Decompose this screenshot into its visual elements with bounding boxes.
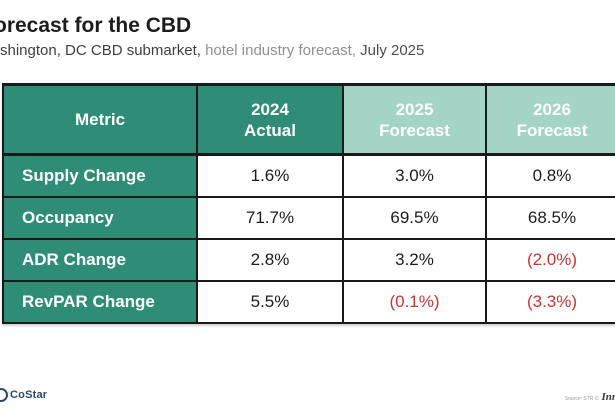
value-cell: 2.8% (198, 240, 344, 282)
value-cell: 3.0% (344, 156, 487, 198)
metric-label-cell: Supply Change (4, 156, 198, 198)
table-body: Supply Change 1.6% 3.0% 0.8% Occupancy 71.7% 6… (4, 156, 615, 324)
metric-label-cell: RevPAR Change (4, 282, 198, 324)
value-cell: 71.7% (198, 198, 344, 240)
value-cell: (3.3%) (487, 282, 615, 324)
page-subtitle: shington, DC CBD submarket, hotel indust… (0, 42, 424, 59)
column-header-cell: 2026 Forecast (487, 86, 615, 156)
subtitle-market: shington, DC CBD submarket, (0, 42, 206, 59)
metric-label-cell: Occupancy (4, 198, 198, 240)
value-cell: (2.0%) (487, 240, 615, 282)
value-cell: (0.1%) (344, 282, 487, 324)
costar-logo-text: CoStar (10, 389, 48, 401)
source-attribution: Source: STR © Inn (565, 391, 615, 403)
value-cell: 69.5% (344, 198, 487, 240)
metric-label-cell: ADR Change (4, 240, 198, 282)
table-row: ADR Change 2.8% 3.2% (2.0%) (4, 240, 615, 282)
table-row: Occupancy 71.7% 69.5% 68.5% (4, 198, 615, 240)
column-header-cell: 2024 Actual (198, 86, 344, 156)
page-title: orecast for the CBD (0, 14, 192, 37)
forecast-table: Metric 2024 Actual 2025 Forecast 2026 Forecast… (2, 83, 615, 324)
costar-logo: CoStar (0, 388, 47, 402)
source-text: Source: STR © (564, 396, 599, 402)
partner-logo-text: Inn (601, 391, 615, 403)
table-header-row: Metric 2024 Actual 2025 Forecast 2026 Forecast (4, 86, 615, 156)
table-row: RevPAR Change 5.5% (0.1%) (3.3%) (4, 282, 615, 324)
value-cell: 5.5% (198, 282, 344, 324)
table-row: Supply Change 1.6% 3.0% 0.8% (4, 156, 615, 198)
value-cell: 68.5% (487, 198, 615, 240)
column-header-cell: 2025 Forecast (344, 86, 487, 156)
column-header-cell: Metric (4, 86, 198, 156)
subtitle-date: July 2025 (360, 42, 425, 59)
value-cell: 3.2% (344, 240, 487, 282)
value-cell: 1.6% (198, 156, 344, 198)
value-cell: 0.8% (487, 156, 615, 198)
costar-circle-icon (0, 388, 8, 402)
subtitle-description: hotel industry forecast, (205, 42, 361, 59)
